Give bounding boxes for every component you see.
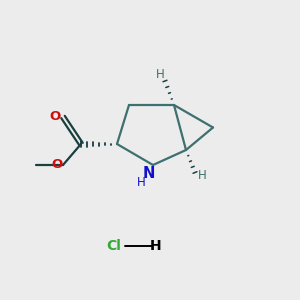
Text: O: O — [49, 110, 60, 124]
Text: H: H — [150, 239, 162, 253]
Text: Cl: Cl — [106, 239, 122, 253]
Text: H: H — [136, 176, 146, 190]
Text: O: O — [51, 158, 63, 172]
Text: H: H — [156, 68, 165, 81]
Text: N: N — [142, 167, 155, 182]
Text: H: H — [198, 169, 207, 182]
